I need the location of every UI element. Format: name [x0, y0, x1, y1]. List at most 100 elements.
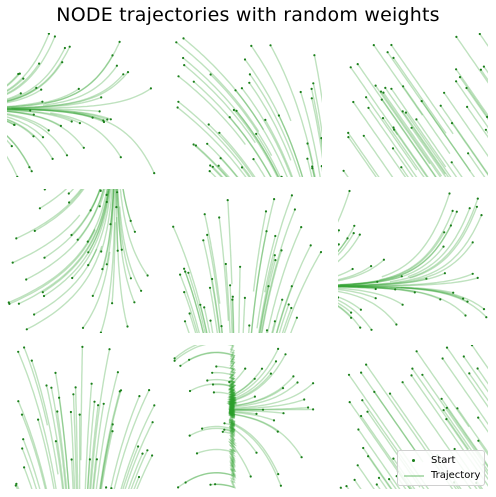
trajectory-line — [465, 87, 488, 121]
start-point — [172, 225, 175, 228]
trajectory-line — [183, 291, 199, 333]
trajectory-line — [215, 427, 237, 489]
trajectory-line — [105, 189, 109, 196]
start-point — [206, 142, 209, 145]
trajectory-line — [338, 285, 396, 291]
trajectory-line — [188, 313, 197, 333]
start-point — [23, 346, 26, 349]
start-point — [226, 199, 229, 202]
trajectory-line — [222, 422, 236, 435]
trajectory-line — [272, 299, 283, 333]
start-point — [400, 166, 403, 169]
trajectory-line — [480, 69, 488, 82]
trajectory-line — [99, 391, 121, 489]
trajectory-line — [343, 170, 349, 177]
start-point — [100, 96, 103, 99]
start-point — [42, 294, 46, 298]
start-point — [184, 270, 187, 273]
trajectory-line — [127, 453, 144, 489]
start-point — [206, 379, 209, 382]
start-point — [445, 418, 448, 421]
trajectory-line — [50, 112, 122, 158]
trajectory-line — [18, 189, 109, 305]
trajectory-line — [242, 297, 246, 333]
trajectories-5 — [172, 195, 322, 333]
trajectory-line — [338, 242, 474, 287]
start-point — [273, 320, 276, 323]
trajectory-line — [37, 419, 55, 489]
start-point — [260, 367, 264, 370]
trajectory-line — [260, 209, 296, 333]
start-point — [201, 427, 204, 430]
trajectory-line — [389, 198, 479, 283]
trajectory-line — [90, 349, 111, 489]
trajectory-line — [338, 285, 415, 294]
start-point — [54, 371, 57, 374]
start-point — [392, 126, 395, 129]
start-point — [348, 189, 351, 193]
start-point — [146, 274, 149, 277]
trajectory-line — [232, 296, 235, 333]
trajectory-line — [451, 122, 488, 177]
start-point — [105, 263, 108, 266]
trajectory-line — [230, 413, 303, 458]
trajectory-line — [411, 368, 470, 450]
start-point — [69, 410, 72, 414]
start-point — [390, 43, 393, 47]
trajectory-line — [74, 387, 79, 489]
trajectory-line — [7, 108, 112, 120]
trajectory-line — [210, 448, 237, 489]
trajectory-line — [136, 455, 153, 489]
start-point — [279, 484, 282, 487]
start-point — [480, 214, 483, 217]
start-point — [401, 381, 404, 384]
trajectory-line — [12, 214, 81, 264]
trajectory-line — [228, 409, 263, 419]
trajectory-line — [177, 106, 247, 177]
trajectory-line — [421, 100, 471, 172]
start-point — [41, 291, 44, 294]
trajectories-1 — [7, 33, 155, 177]
start-point — [476, 367, 479, 370]
trajectory-line — [228, 368, 246, 413]
trajectory-line — [55, 441, 64, 489]
trajectory-line — [7, 116, 44, 138]
trajectory-line — [7, 155, 18, 177]
start-point — [47, 33, 50, 35]
legend-trajectory-label: Trajectory — [431, 470, 481, 481]
trajectory-line — [338, 288, 376, 299]
trajectory-line — [58, 397, 70, 489]
trajectory-line — [220, 157, 238, 177]
trajectory-line — [70, 459, 74, 489]
trajectory-line — [229, 398, 305, 417]
start-point — [183, 320, 187, 323]
trajectory-line — [193, 143, 228, 177]
start-point — [77, 87, 80, 90]
start-point — [470, 345, 474, 347]
trajectory-line — [468, 373, 488, 402]
start-point — [116, 249, 119, 252]
legend-entry-start: Start — [398, 454, 486, 468]
start-point — [374, 84, 377, 87]
start-point — [319, 251, 322, 254]
start-point — [280, 249, 283, 252]
trajectory-line — [290, 317, 298, 333]
trajectory-line — [455, 68, 488, 117]
start-point — [111, 423, 114, 426]
start-point — [347, 136, 350, 139]
subplot-5 — [172, 189, 322, 333]
trajectory-line — [7, 61, 63, 103]
trajectory-line — [311, 166, 316, 177]
start-point — [70, 120, 73, 123]
start-point — [183, 267, 186, 270]
start-point — [209, 483, 212, 486]
trajectory-line — [228, 426, 252, 477]
start-point — [440, 397, 443, 400]
trajectory-line — [7, 135, 31, 168]
trajectory-line — [384, 87, 446, 175]
start-point — [138, 395, 141, 398]
trajectory-line — [117, 189, 132, 279]
start-point — [97, 404, 100, 407]
trajectory-line — [185, 458, 237, 484]
